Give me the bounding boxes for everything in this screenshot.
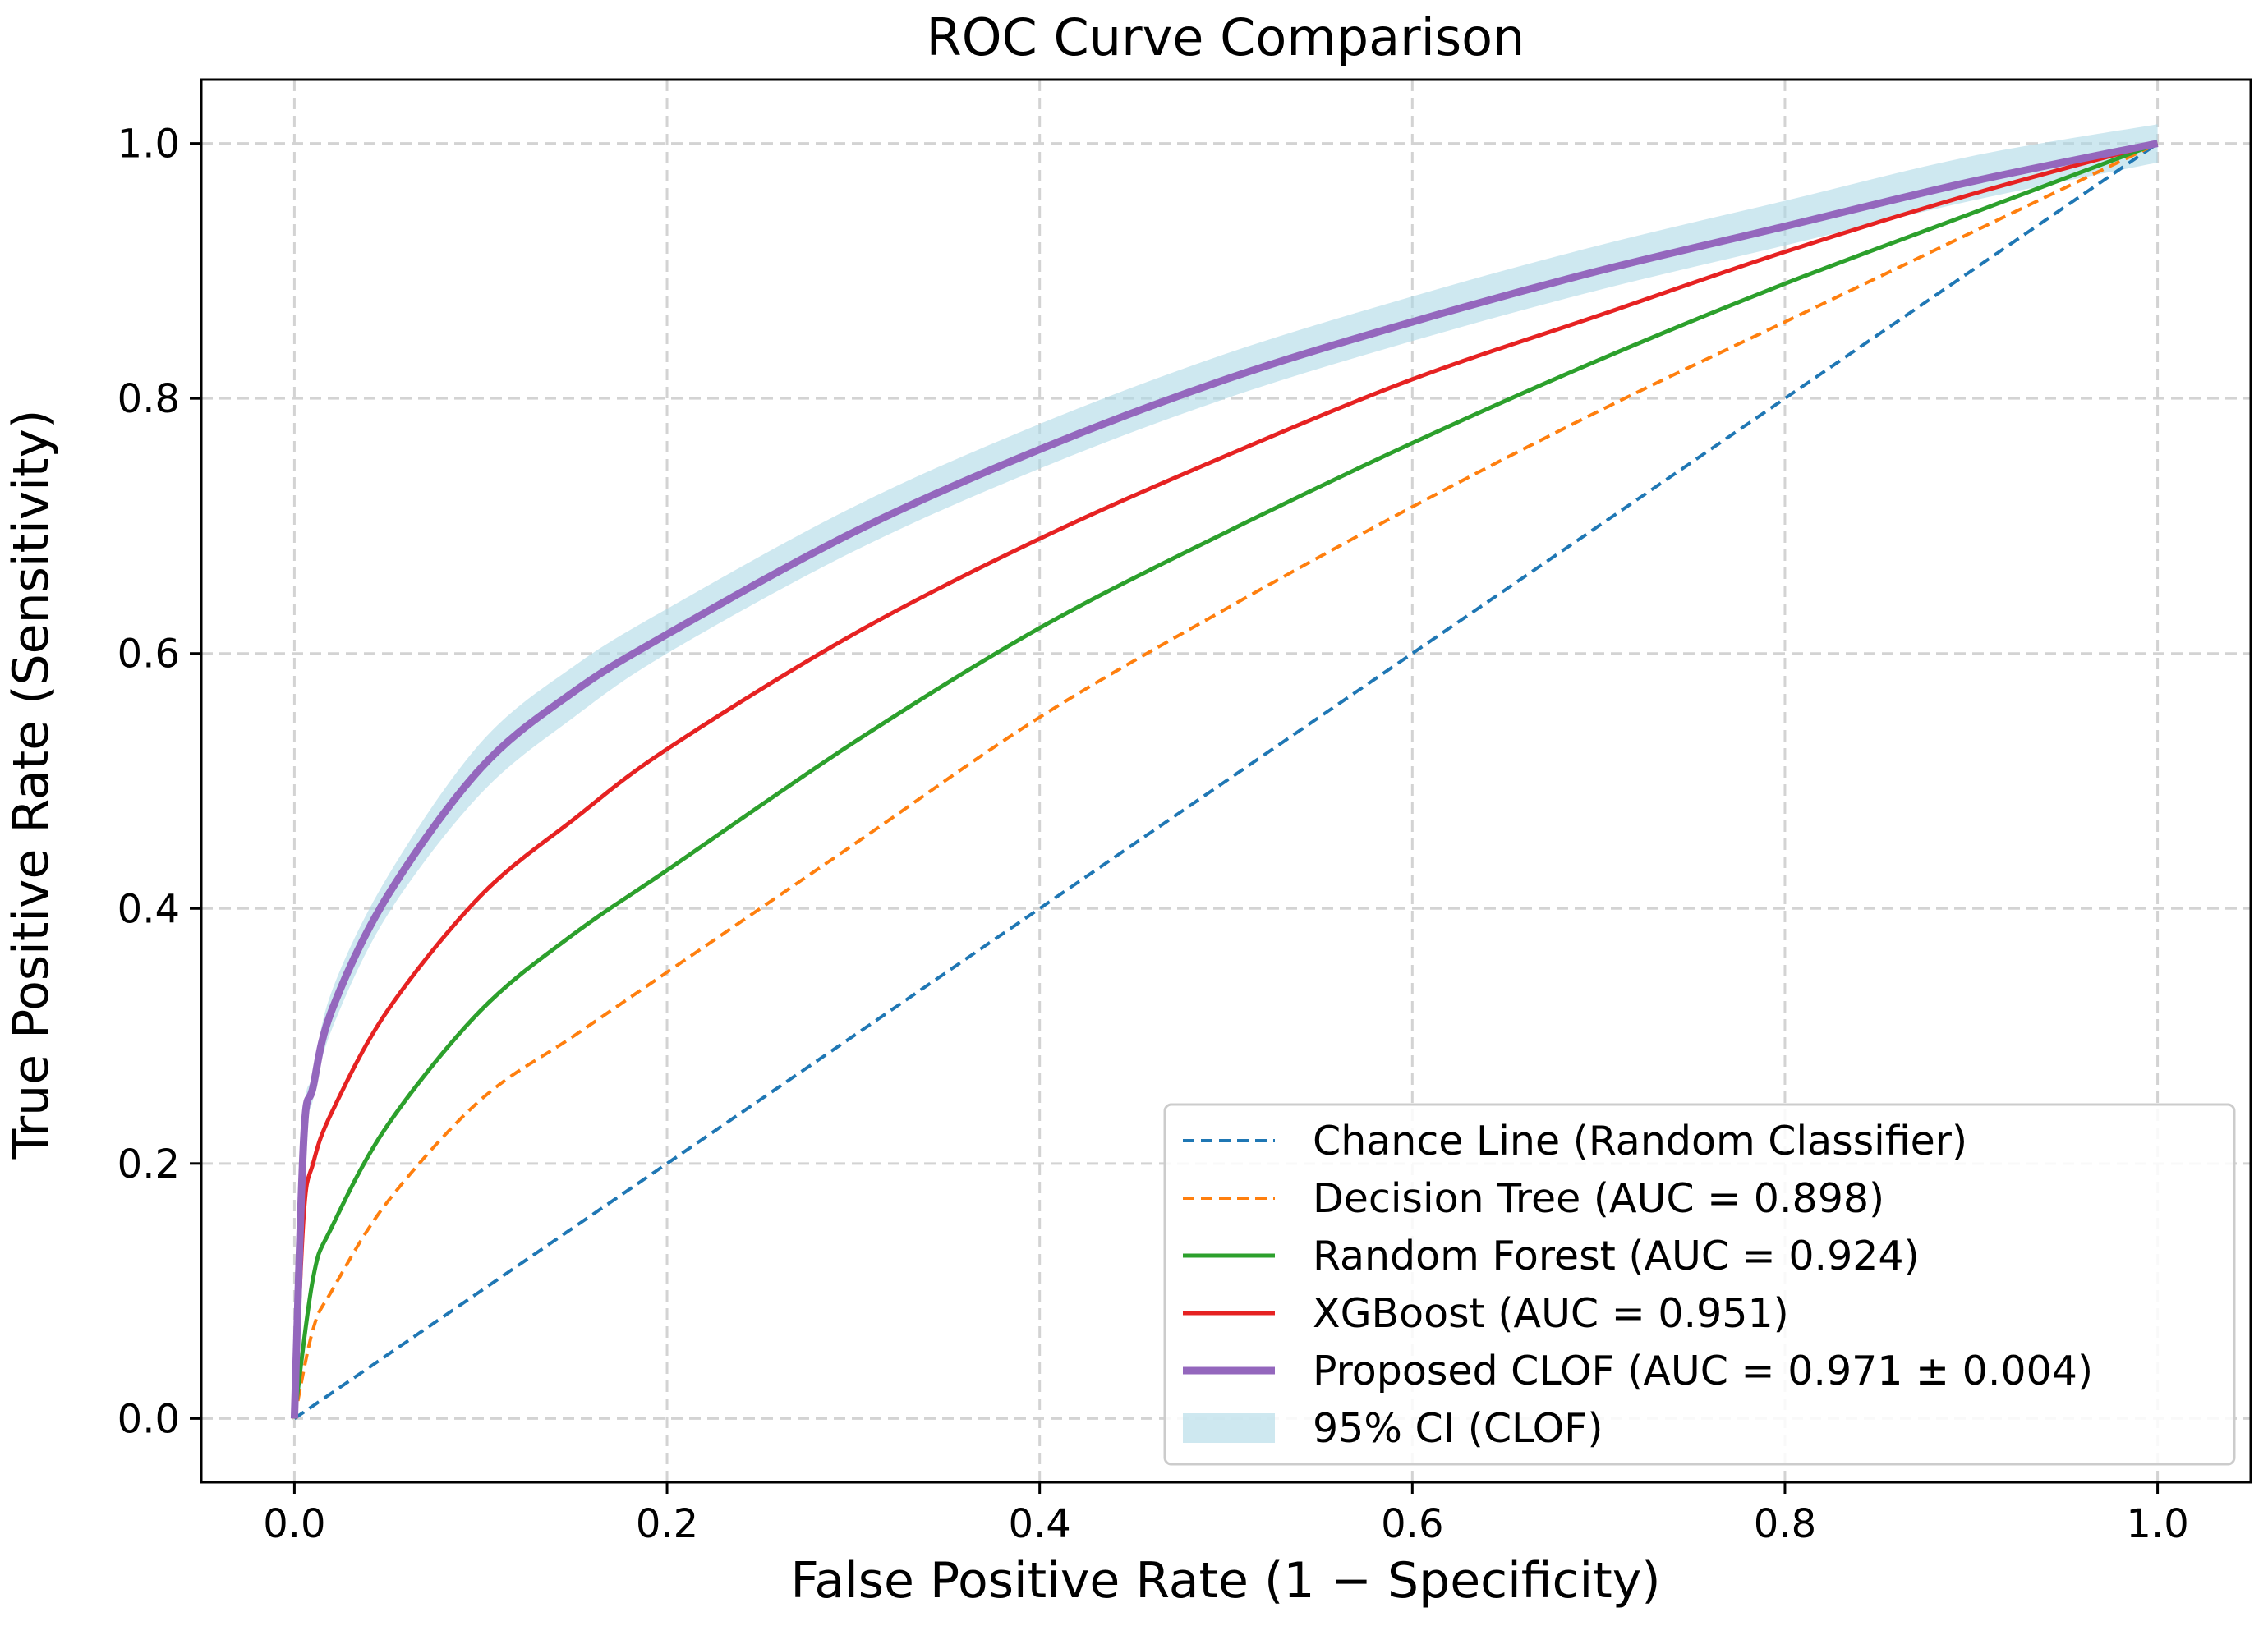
y-tick-label: 0.6: [117, 632, 180, 678]
y-tick-label: 0.0: [117, 1396, 180, 1442]
legend-swatch: [1183, 1413, 1275, 1443]
legend-box: [1163, 1103, 2236, 1466]
series-line-2: [292, 141, 2159, 1419]
plot-frame: [200, 78, 2252, 1484]
legend-label: Decision Tree (AUC = 0.898): [1313, 1175, 1884, 1222]
y-axis-label: True Positive Rate (Sensitivity): [2, 410, 60, 1160]
x-tick-label: 0.4: [1009, 1501, 1071, 1547]
legend-label: 95% CI (CLOF): [1313, 1405, 1603, 1452]
x-tick-label: 1.0: [2126, 1501, 2188, 1547]
legend-label: XGBoost (AUC = 0.951): [1313, 1290, 1789, 1337]
x-tick-label: 0.6: [1381, 1501, 1443, 1547]
legend: Chance Line (Random Classifier) Decision …: [1163, 1103, 2236, 1466]
x-tick-label: 0.0: [263, 1501, 325, 1547]
axis-ticks: 0.0 0.2 0.4 0.6 0.8 1.0 0.0 0.2 0.4 0.6 0.8 1.0: [117, 122, 2189, 1547]
series-layer: [290, 124, 2159, 1421]
y-tick-label: 0.8: [117, 376, 180, 422]
y-tick-label: 0.2: [117, 1141, 180, 1187]
y-tick-label: 0.4: [117, 886, 180, 932]
chart-title: ROC Curve Comparison: [927, 7, 1525, 67]
series-line-4: [290, 140, 2159, 1419]
series-line-3: [292, 141, 2159, 1419]
legend-label: Proposed CLOF (AUC = 0.971 ± 0.004): [1313, 1348, 2093, 1394]
series-line-0: [293, 141, 2159, 1421]
x-tick-label: 0.8: [1754, 1501, 1816, 1547]
legend-label: Chance Line (Random Classifier): [1313, 1118, 1967, 1164]
x-tick-label: 0.2: [636, 1501, 698, 1547]
legend-label: Random Forest (AUC = 0.924): [1313, 1233, 1920, 1279]
series-line-1: [292, 141, 2159, 1419]
x-axis-label: False Positive Rate (1 − Specificity): [790, 1552, 1660, 1610]
y-tick-label: 1.0: [117, 122, 180, 168]
